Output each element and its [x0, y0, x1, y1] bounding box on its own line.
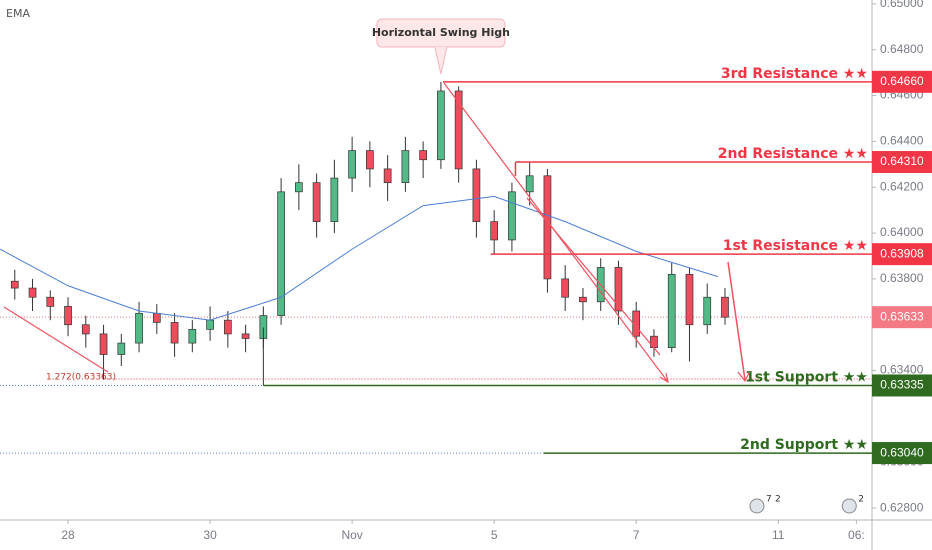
candle-body: [152, 312, 161, 323]
x-tick-label: 7: [633, 528, 640, 542]
y-tick-label: 0.64200: [880, 179, 924, 193]
candle-body: [614, 267, 623, 312]
candle-body: [223, 319, 232, 335]
callout-text: Horizontal Swing High: [372, 26, 510, 39]
candle-body: [366, 150, 374, 170]
indicator-label: EMA: [6, 7, 30, 20]
x-tick-label: 5: [491, 528, 498, 542]
price-label-box: [872, 243, 932, 266]
candle-body: [454, 90, 463, 170]
x-tick-label: 30: [203, 528, 217, 542]
y-tick-label: 0.63400: [880, 363, 924, 377]
price-label-box: [872, 374, 932, 397]
callout-pointer: [434, 46, 448, 75]
candle-body: [28, 287, 37, 298]
event-icon: [749, 498, 765, 514]
candle-body: [348, 150, 356, 179]
level-label: 1st Support ★★: [745, 369, 868, 385]
candle-body: [401, 150, 410, 184]
candle-body: [508, 191, 516, 241]
ema-line: [0, 195, 719, 321]
y-tick-label: 0.64000: [880, 225, 924, 239]
candle-body: [721, 296, 729, 318]
price-label-box: [872, 70, 932, 93]
arrows: [3, 82, 751, 384]
candle-body: [490, 221, 499, 241]
candle-body: [525, 175, 534, 193]
candle-body: [579, 296, 587, 303]
candle-body: [170, 322, 179, 344]
candle-body: [703, 296, 712, 326]
candle-body: [188, 328, 197, 344]
y-tick-label: 0.62800: [880, 500, 924, 514]
level-label: 3rd Resistance ★★: [721, 66, 868, 82]
level-label: 1st Resistance ★★: [723, 238, 868, 254]
x-tick-label: 06:: [848, 528, 865, 542]
y-tick-label: 0.65000: [880, 0, 924, 10]
price-label: 0.63633: [880, 309, 924, 323]
candle-body: [99, 333, 108, 355]
candle-body: [543, 175, 552, 280]
candle-body: [277, 191, 285, 316]
candle-body: [667, 273, 676, 349]
event-count: 2: [858, 495, 864, 505]
price-label-box: [872, 151, 932, 174]
candle-body: [312, 182, 321, 222]
candle-body: [437, 90, 445, 161]
x-tick-label: 28: [61, 528, 75, 542]
price-label: 0.64660: [880, 74, 924, 88]
candle-body: [64, 306, 72, 326]
fib-label: 1.272(0.63363): [46, 373, 116, 383]
event-count: 7: [766, 495, 772, 505]
price-label: 0.64310: [880, 154, 924, 168]
candle-body: [46, 296, 55, 307]
price-label: 0.63040: [880, 445, 924, 459]
level-label: 2nd Resistance ★★: [718, 146, 868, 162]
price-label: 0.63335: [880, 378, 924, 392]
candle-body: [685, 273, 694, 326]
candle-body: [650, 335, 658, 349]
candle-body: [419, 150, 427, 161]
price-label-box: [872, 306, 932, 329]
candle-body: [135, 312, 143, 344]
x-tick-label: 11: [772, 528, 785, 542]
candle-body: [206, 319, 214, 330]
x-tick-label: Nov: [341, 528, 362, 542]
candle-body: [295, 182, 303, 193]
level-label: 2nd Support ★★: [740, 437, 868, 453]
candle-body: [117, 342, 126, 355]
candle-body: [330, 177, 339, 222]
candle-body: [561, 278, 570, 298]
candle-body: [10, 280, 19, 289]
event-count: 2: [775, 495, 781, 505]
candle-body: [241, 333, 250, 339]
plot: 0.650000.648000.646000.644000.642000.640…: [0, 0, 924, 542]
y-tick-label: 0.64400: [880, 134, 924, 148]
event-icon: [841, 498, 857, 514]
y-tick-label: 0.64800: [880, 42, 924, 56]
candle-body: [81, 324, 90, 335]
candle-body: [472, 168, 481, 222]
candle-body: [383, 168, 392, 184]
y-tick-label: 0.63800: [880, 271, 924, 285]
price-label: 0.63908: [880, 246, 924, 260]
price-label-box: [872, 442, 932, 465]
